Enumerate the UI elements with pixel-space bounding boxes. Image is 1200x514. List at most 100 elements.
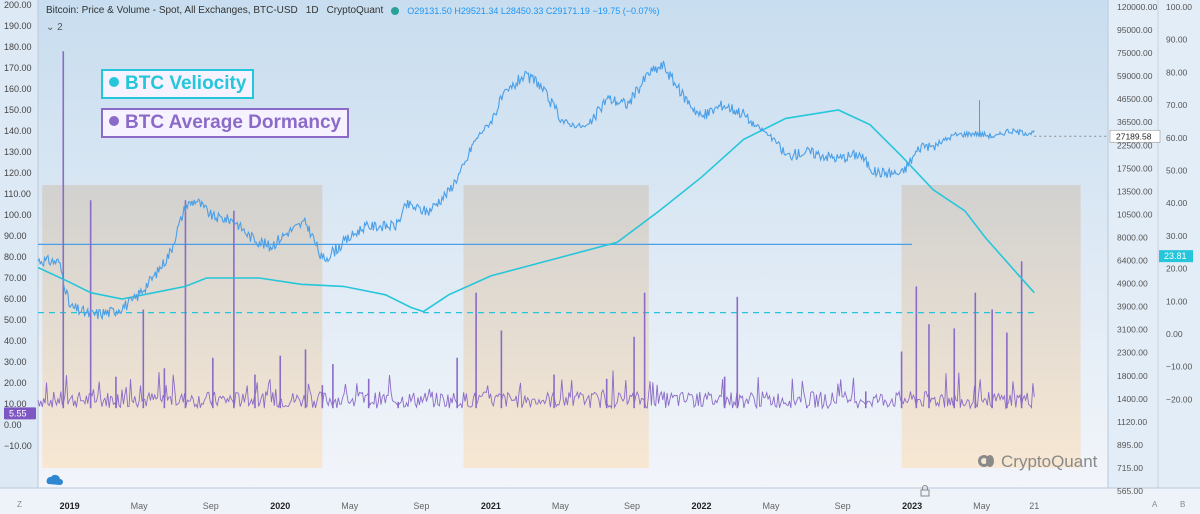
time-axis-tick: Sep [413,501,429,511]
price-axis-tick: 715.00 [1117,463,1143,473]
left-axis-tick: 160.00 [4,84,32,94]
status-dot-icon [391,6,400,15]
price-current-badge [1109,129,1161,143]
velocity-bullet-icon [109,77,119,87]
left-axis-tick: −10.00 [4,441,32,451]
shaded-period [901,185,1081,468]
time-axis-tick: May [762,501,780,511]
price-line [37,60,1035,321]
right-current-badge [1159,250,1193,263]
price-axis-tick: 46500.00 [1117,94,1153,104]
time-axis-tick: 2019 [60,501,80,511]
right-axis-tick: 0.00 [1166,329,1183,339]
left-axis-tick: 130.00 [4,147,32,157]
ohlc-readout: O29131.50 H29521.34 L28450.33 C29171.19 … [407,5,660,16]
time-axis-tick: 2020 [270,501,290,511]
chevron-down-icon: ⌄ [46,22,55,33]
left-axis-panel [0,0,38,488]
right-current-value: 23.81 [1164,251,1187,261]
price-axis-tick: 6400.00 [1117,256,1148,266]
dormancy-line [37,370,1035,410]
time-axis-tick: Sep [624,501,640,511]
right-axis-panel [1108,0,1200,488]
time-axis-tick: 2022 [691,501,711,511]
shaded-period [463,185,649,468]
price-axis-tick: 95000.00 [1117,25,1153,35]
collapse-toggle[interactable]: ⌄ 2 [46,22,63,33]
left-axis-tick: 120.00 [4,168,32,178]
legend-dormancy-label: BTC Average Dormancy [125,112,342,133]
left-axis-tick: 170.00 [4,63,32,73]
left-axis-tick: 30.00 [4,357,27,367]
price-axis-tick: 565.00 [1117,486,1143,496]
price-axis-tick: 13500.00 [1117,186,1153,196]
chart-header: Bitcoin: Price & Volume - Spot, All Exch… [46,5,660,16]
price-axis-tick: 8000.00 [1117,232,1148,242]
right-axis-tick: 70.00 [1166,100,1188,110]
left-axis-tick: 50.00 [4,315,27,325]
price-axis-tick: 22500.00 [1117,140,1153,150]
time-axis-tick: May [131,501,149,511]
watermark-text: CryptoQuant [1001,452,1098,471]
source-label: CryptoQuant [326,5,384,16]
legend-velocity: BTC Veliocity [101,69,255,99]
chart-title[interactable]: Bitcoin: Price & Volume - Spot, All Exch… [46,5,298,16]
right-axis-tick: 50.00 [1166,166,1188,176]
velocity-line [37,109,1035,313]
collapse-count: 2 [57,22,63,33]
price-axis-tick: 1400.00 [1117,394,1148,404]
left-axis-tick: 20.00 [4,378,27,388]
lock-shackle [922,485,928,490]
corner-right-a-label[interactable]: A [1152,500,1158,509]
time-axis-tick: 2023 [902,501,922,511]
price-axis-tick: 10500.00 [1117,209,1153,219]
time-axis-tick: 21 [1029,501,1039,511]
left-current-value: 5.55 [9,408,27,418]
left-axis-tick: 70.00 [4,273,27,283]
time-axis-panel [0,488,1200,514]
left-axis-tick: 90.00 [4,231,27,241]
left-axis-tick: 80.00 [4,252,27,262]
corner-right-b-label[interactable]: B [1180,500,1186,509]
dormancy-series [37,51,1035,410]
shaded-period [42,185,323,468]
left-axis-tick: 200.00 [4,0,32,10]
left-axis-tick: 10.00 [4,399,27,409]
right-axis-tick: −10.00 [1166,362,1193,372]
lock-body [920,489,930,497]
right-axis-tick: 90.00 [1166,35,1188,45]
left-axis-tick: 150.00 [4,105,32,115]
cloud-icon [46,474,63,485]
legend-velocity-label: BTC Veliocity [125,73,247,94]
interval-label[interactable]: 1D [305,5,319,16]
price-axis-tick: 895.00 [1117,440,1143,450]
left-axis-tick: 100.00 [4,210,32,220]
right-axis-tick: 40.00 [1166,198,1188,208]
right-axis-tick: 60.00 [1166,133,1188,143]
left-axis-tick: 110.00 [4,189,31,199]
right-axis-tick: 10.00 [1166,296,1188,306]
left-current-badge [4,407,36,420]
dormancy-bullet-icon [109,116,119,126]
left-axis-tick: 180.00 [4,42,32,52]
left-axis-tick: 0.00 [4,420,22,430]
right-axis-tick: 30.00 [1166,231,1188,241]
price-axis-tick: 59000.00 [1117,71,1153,81]
time-axis-tick: May [341,501,359,511]
corner-left-label[interactable]: Z [17,500,22,509]
cryptoquant-logo-icon [978,453,996,471]
price-axis-tick: 1800.00 [1117,371,1148,381]
price-axis-tick: 75000.00 [1117,48,1153,58]
watermark: CryptoQuant [978,452,1097,472]
price-axis-tick: 3100.00 [1117,325,1148,335]
price-current-value: 27189.58 [1116,131,1152,141]
right-axis-tick: −20.00 [1166,394,1193,404]
price-axis-tick: 120000.00 [1117,2,1157,12]
time-axis-tick: May [973,501,991,511]
price-axis-tick: 4900.00 [1117,279,1148,289]
price-axis-tick: 17500.00 [1117,163,1153,173]
price-axis-tick: 36500.00 [1117,117,1153,127]
lock-icon [920,485,930,497]
